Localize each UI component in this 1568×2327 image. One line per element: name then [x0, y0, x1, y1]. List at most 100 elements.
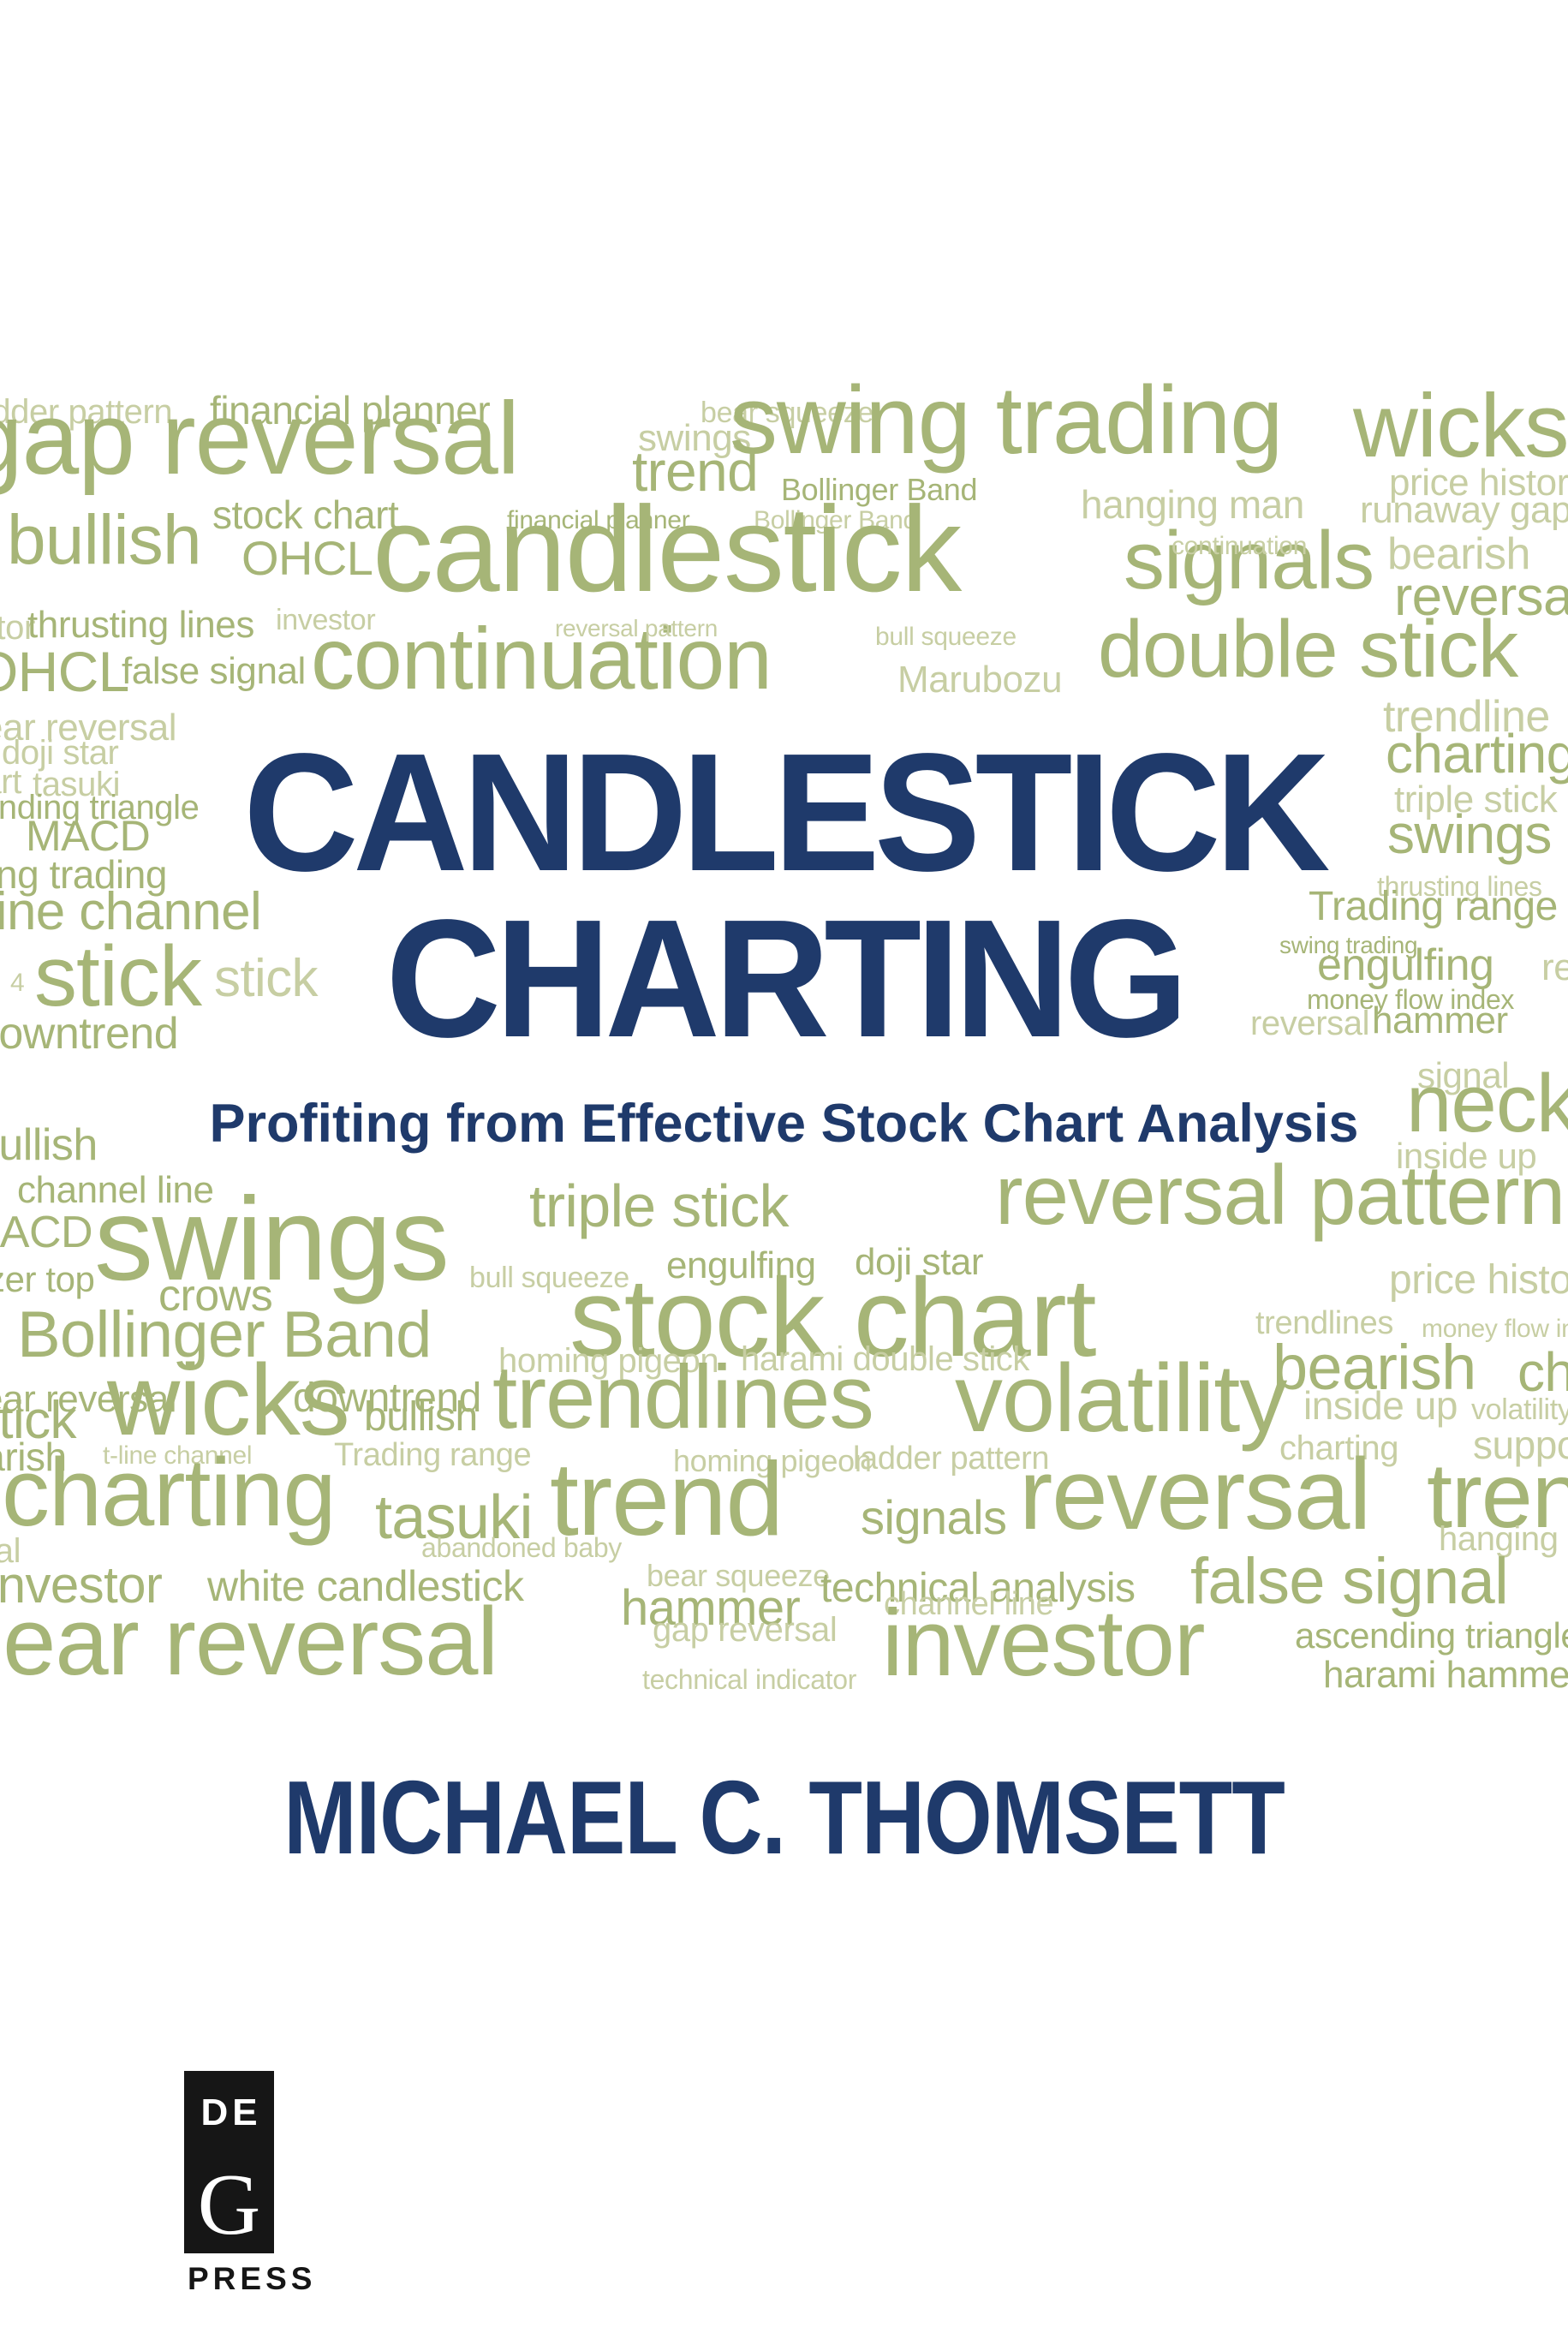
cloud-word: triple stick	[1394, 779, 1558, 821]
cloud-word: swing trading	[1279, 931, 1418, 958]
cloud-word: harami double stick	[741, 1340, 1030, 1379]
cloud-word: inside up	[1396, 1135, 1537, 1176]
cloud-word: financial planner	[210, 387, 491, 433]
cloud-word: trend	[1427, 1443, 1568, 1548]
cloud-word: swing trading	[0, 851, 168, 897]
cloud-word: bullish	[7, 500, 202, 579]
cloud-word: money flow index	[1307, 983, 1515, 1015]
cloud-word: bearish	[1387, 528, 1530, 579]
cloud-word: channel line	[17, 1169, 214, 1212]
cloud-word: reversal	[1394, 564, 1568, 627]
author-name: MICHAEL C. THOMSETT	[283, 1759, 1285, 1876]
cloud-word: swing trading	[730, 367, 1283, 474]
cloud-word: price history	[1389, 462, 1568, 504]
title-line-2: CHARTING	[385, 885, 1188, 1073]
cloud-word: doji star	[2, 734, 119, 773]
cloud-word: downtrend	[293, 1375, 481, 1422]
cloud-word: bull squeeze	[875, 623, 1017, 652]
cloud-word: technical analysis	[820, 1566, 1136, 1612]
cloud-word: MACD	[26, 812, 151, 860]
cloud-word: inside up	[1303, 1382, 1458, 1428]
cloud-word: channel line	[884, 1585, 1054, 1622]
cloud-word: bear squeeze	[701, 396, 873, 429]
cloud-word: continuation	[1172, 532, 1308, 561]
cloud-word: ascending triangle	[0, 789, 200, 827]
cloud-word: investor	[882, 1590, 1205, 1696]
cloud-word: reversal pattern	[995, 1148, 1565, 1243]
publisher-logo: DE G PRESS	[184, 2071, 312, 2297]
cloud-word: charting	[1386, 722, 1568, 785]
cloud-word: 4	[10, 969, 25, 998]
cloud-word: hammer	[621, 1580, 801, 1637]
cloud-word: candlestick	[373, 480, 962, 618]
cloud-word: engulfing	[666, 1244, 816, 1287]
cloud-word: t-line channel	[0, 882, 262, 942]
cloud-word: OHCL	[0, 640, 129, 704]
cloud-word: doji star	[855, 1241, 984, 1284]
cloud-word: volatility	[1471, 1393, 1568, 1426]
cloud-word: abandoned baby	[421, 1531, 622, 1563]
cloud-word: reversal	[1019, 1438, 1371, 1552]
cloud-word: trendlines	[492, 1346, 874, 1447]
cloud-word: Bollinger Band	[754, 506, 917, 535]
cloud-word: double stick	[1098, 604, 1518, 695]
cloud-word: trendlines	[1255, 1304, 1393, 1341]
cloud-word: false signal	[1190, 1545, 1509, 1619]
cloud-word: signal	[1417, 1054, 1510, 1095]
cloud-word: hanging man	[1439, 1520, 1568, 1559]
cloud-word: reversal	[1250, 1005, 1370, 1043]
cloud-word: ascending triangle	[1295, 1614, 1568, 1656]
cloud-word: volatility	[955, 1345, 1287, 1453]
cloud-word: wicks	[1353, 375, 1568, 476]
cloud-word: swings	[1387, 803, 1552, 865]
cloud-word: hanging man	[1081, 481, 1304, 527]
cloud-word: Bollinger Band	[781, 472, 978, 508]
cloud-word: triple stick	[529, 1172, 789, 1239]
cloud-word: engulfing	[1317, 940, 1494, 990]
cloud-word: bear reversal	[0, 1378, 177, 1421]
cloud-word: stock chart	[569, 1255, 1097, 1381]
cloud-word: runaway gap	[1360, 489, 1568, 532]
cloud-word: support	[1473, 1422, 1568, 1467]
cloud-word: thrusting lines	[1377, 870, 1542, 902]
cloud-word: investor	[276, 603, 376, 636]
book-title: CANDLESTICK CHARTING	[0, 719, 1568, 1073]
cloud-word: white candlestick	[207, 1562, 524, 1610]
cloud-word: swings	[94, 1172, 450, 1305]
cloud-word: investor	[0, 609, 35, 647]
cloud-word: homing pigeon	[673, 1443, 872, 1479]
cloud-word: OHCL	[241, 530, 373, 585]
cloud-word: downtrend	[0, 1008, 179, 1059]
cloud-word: stick	[34, 928, 202, 1024]
cloud-word: reversal	[1541, 946, 1568, 989]
cloud-word: false signal	[122, 650, 306, 693]
cloud-word: bear reversal	[0, 707, 177, 749]
cloud-word: t-line channel	[103, 1441, 253, 1471]
cloud-word: money flow index	[1422, 1315, 1568, 1344]
publisher-monogram: G	[197, 2157, 261, 2253]
cloud-word: stock chart	[212, 492, 399, 537]
cloud-word: stick	[0, 1391, 77, 1451]
cloud-word: hammer	[1372, 999, 1508, 1042]
cloud-word: Trading range	[1309, 884, 1558, 930]
cloud-word: MACD	[0, 1207, 93, 1257]
cloud-word: technical indicator	[642, 1663, 857, 1695]
cloud-word: harami hammer	[1323, 1654, 1568, 1697]
cloud-word: trendline	[1383, 691, 1550, 742]
cloud-word: price history	[1389, 1257, 1568, 1304]
cloud-word: signals	[861, 1489, 1007, 1544]
cloud-word: trend	[550, 1441, 784, 1558]
cloud-word: thrusting lines	[27, 604, 254, 647]
cloud-word: reversal pattern	[555, 614, 718, 641]
cloud-word: homing pigeon	[498, 1342, 719, 1381]
title-line-1: CANDLESTICK	[243, 719, 1330, 906]
cloud-word: continuation	[311, 609, 772, 707]
cloud-word: stick	[214, 949, 319, 1009]
cloud-word: bullish	[0, 1119, 98, 1170]
cloud-word: bull squeeze	[469, 1261, 629, 1294]
cloud-word: signals	[1124, 514, 1374, 606]
cloud-word: charting	[2, 1439, 337, 1547]
cloud-word: Trading range	[334, 1436, 532, 1473]
